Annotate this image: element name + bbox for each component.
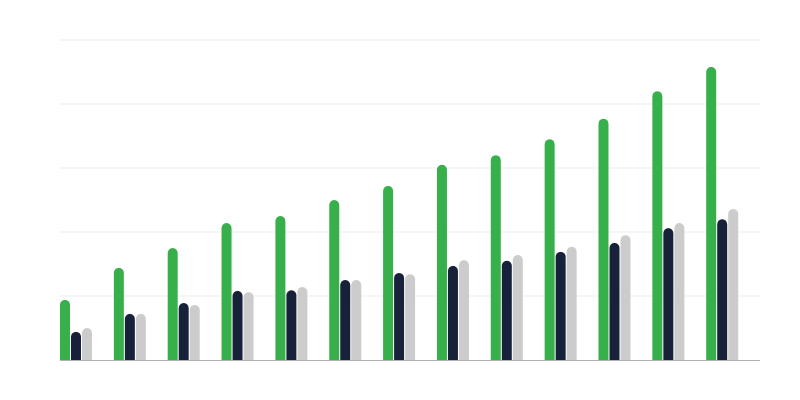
bar-group-8-series-1 <box>436 164 447 360</box>
bar-group-10-series-2 <box>555 251 566 360</box>
gridlines <box>60 39 760 297</box>
bar-group-7-series-2 <box>394 272 405 360</box>
bar-group-3-series-2 <box>178 303 189 360</box>
bar-group-6-series-2 <box>340 280 351 360</box>
bar-group-1-series-2 <box>71 331 81 360</box>
bar-group-12-series-2 <box>663 228 674 360</box>
bar-group-2-series-2 <box>124 313 135 360</box>
bar-group-9-series-1 <box>490 155 501 360</box>
bar-group-4-series-1 <box>221 223 232 360</box>
bar-group-5-series-2 <box>286 290 297 360</box>
bar-group-7-series-3 <box>405 274 416 360</box>
bar-group-9-series-3 <box>512 255 523 360</box>
bar-group-1-series-3 <box>82 328 92 360</box>
bar-group-11-series-2 <box>609 242 620 360</box>
bar-group-11-series-3 <box>620 235 631 360</box>
bar-group-13-series-1 <box>706 66 717 360</box>
bar-group-4-series-3 <box>243 292 254 360</box>
bar-group-8-series-2 <box>447 265 458 360</box>
bar-group-5-series-3 <box>297 287 308 360</box>
bar-group-1-series-1 <box>60 299 70 360</box>
bar-group-12-series-3 <box>674 223 685 360</box>
bar-group-3-series-3 <box>189 304 200 360</box>
bar-group-7-series-1 <box>383 185 394 360</box>
bar-group-13-series-2 <box>717 219 728 360</box>
bar-group-10-series-1 <box>544 139 555 360</box>
bar-group-8-series-3 <box>458 260 469 360</box>
bar-group-6-series-3 <box>351 280 362 360</box>
bar-group-2-series-1 <box>113 267 124 360</box>
bar-group-2-series-3 <box>135 313 146 360</box>
bar-group-9-series-2 <box>501 260 512 360</box>
bar-group-4-series-2 <box>232 290 243 360</box>
bar-group-11-series-1 <box>598 118 609 361</box>
bar-group-10-series-3 <box>566 246 577 360</box>
bar-group-3-series-1 <box>167 248 178 360</box>
bars <box>60 66 739 361</box>
bar-group-13-series-3 <box>728 208 739 360</box>
bar-group-6-series-1 <box>329 200 340 360</box>
bar-group-5-series-1 <box>275 216 286 360</box>
bar-group-12-series-1 <box>652 91 663 360</box>
